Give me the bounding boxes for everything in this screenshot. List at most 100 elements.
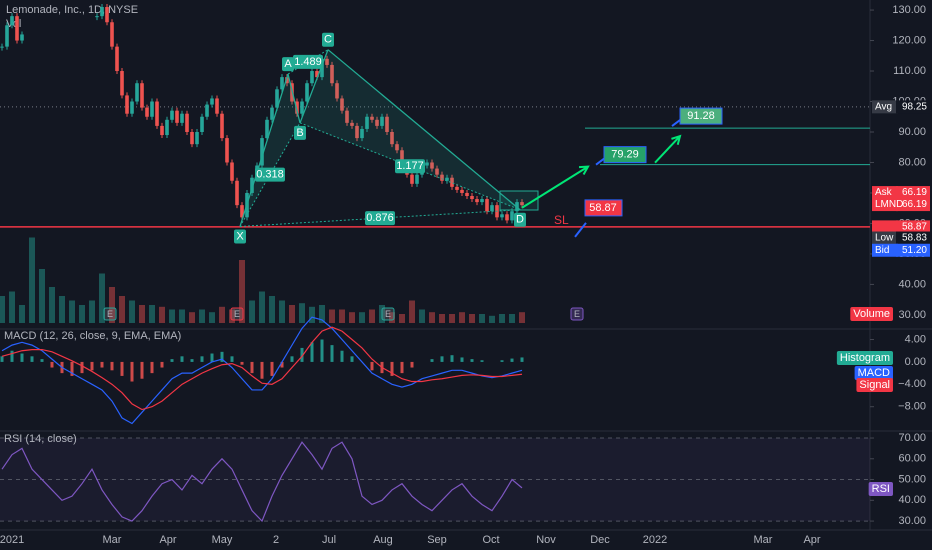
histogram-bar xyxy=(120,361,124,376)
volume-bar xyxy=(59,296,65,323)
histogram-bar xyxy=(210,353,214,362)
candle-body xyxy=(335,83,339,99)
target-label: 79.29 xyxy=(611,149,639,161)
stop-label: SL xyxy=(554,213,569,227)
volume-bar xyxy=(469,314,475,323)
histogram-bar xyxy=(70,361,74,376)
histogram-bar xyxy=(230,356,234,362)
candle-body xyxy=(210,98,214,105)
histogram-bar xyxy=(250,361,254,374)
x-tick-label: 2021 xyxy=(0,534,24,546)
earnings-label: E xyxy=(574,309,580,319)
candle-body xyxy=(155,101,159,126)
price-badge-value: 58.83 xyxy=(902,233,927,244)
histogram-bar xyxy=(410,361,414,368)
volume-bar xyxy=(169,309,175,323)
target-label: 91.28 xyxy=(687,110,715,122)
candle-body xyxy=(175,110,179,123)
volume-bar xyxy=(359,312,365,323)
volume-bar xyxy=(369,309,375,323)
y-tick-label: 50.00 xyxy=(898,473,926,485)
histogram-bar xyxy=(150,361,154,374)
price-badge xyxy=(896,231,930,245)
candle-body xyxy=(5,25,9,47)
pattern-leg xyxy=(299,49,329,124)
legend-badge-label: RSI xyxy=(872,483,890,495)
candle-body xyxy=(475,199,479,203)
y-tick-label: 110.00 xyxy=(893,65,926,77)
volume-bar xyxy=(129,300,135,323)
volume-bar xyxy=(199,309,205,323)
candle-body xyxy=(195,131,199,145)
candle-body xyxy=(135,83,139,102)
x-tick-label: May xyxy=(212,534,233,546)
ratio-label: 1.489 xyxy=(294,56,322,68)
y-tick-label: 30.00 xyxy=(898,515,926,527)
histogram-bar xyxy=(430,359,434,362)
histogram-bar xyxy=(90,361,94,371)
candle-body xyxy=(100,7,104,17)
candle-body xyxy=(450,177,454,187)
candle-body xyxy=(385,116,389,132)
volume-bar xyxy=(459,312,465,323)
volume-bar xyxy=(9,291,15,323)
volume-bar xyxy=(509,314,515,323)
x-tick-label: Apr xyxy=(159,534,176,546)
pattern-point-badge xyxy=(234,229,246,244)
ratio-badge xyxy=(395,159,425,174)
histogram-bar xyxy=(200,356,204,362)
price-badge xyxy=(872,198,898,212)
pattern-point-badge xyxy=(514,212,526,227)
target-arrow xyxy=(654,135,681,164)
earnings-marker xyxy=(381,307,395,321)
x-tick-label: 2 xyxy=(273,534,279,546)
price-badge xyxy=(872,100,898,114)
price-badge xyxy=(872,231,898,245)
candle-body xyxy=(200,116,204,132)
histogram-bar xyxy=(510,358,514,362)
price-badge xyxy=(872,243,898,257)
candle-body xyxy=(0,46,4,48)
candle-body xyxy=(15,16,19,41)
candle-body xyxy=(430,162,434,169)
histogram-bar xyxy=(340,350,344,362)
price-badge xyxy=(896,186,930,200)
legend-badge xyxy=(854,366,893,380)
candle-body xyxy=(360,128,364,139)
candle-body xyxy=(480,199,484,203)
volume-bar xyxy=(79,305,85,323)
volume-bar xyxy=(179,309,185,323)
candle-body xyxy=(395,144,399,151)
candle-body xyxy=(500,214,504,218)
volume-bar xyxy=(209,312,215,323)
volume-bar xyxy=(349,312,355,323)
x-tick-label: Apr xyxy=(803,534,820,546)
pattern-leg xyxy=(287,73,301,124)
candle-body xyxy=(270,107,274,120)
volume-bar xyxy=(19,305,25,323)
volume-bar xyxy=(89,300,95,323)
legend-badge xyxy=(868,482,893,496)
earnings-marker xyxy=(103,307,117,321)
candle-body xyxy=(10,16,14,26)
histogram-bar xyxy=(130,361,134,382)
volume-bar xyxy=(29,237,35,323)
volume-bar xyxy=(269,296,275,323)
x-tick-label: 2022 xyxy=(643,534,667,546)
candle-body xyxy=(485,199,489,212)
y-tick-label: 120.00 xyxy=(892,34,926,46)
candle-body xyxy=(305,83,309,102)
histogram-bar xyxy=(240,361,244,365)
pattern-ratio-line xyxy=(299,122,521,211)
y-tick-label: 60.00 xyxy=(898,453,926,465)
candle-body xyxy=(160,125,164,136)
y-tick-label: 130.00 xyxy=(892,4,926,16)
histogram-bar xyxy=(290,356,294,362)
candle-body xyxy=(170,110,174,120)
candle-body xyxy=(225,138,229,163)
histogram-bar xyxy=(390,361,394,376)
y-tick-label: −8.00 xyxy=(898,401,926,413)
candle-body xyxy=(345,110,349,123)
candle-body xyxy=(355,125,359,139)
candle-body xyxy=(400,150,404,163)
